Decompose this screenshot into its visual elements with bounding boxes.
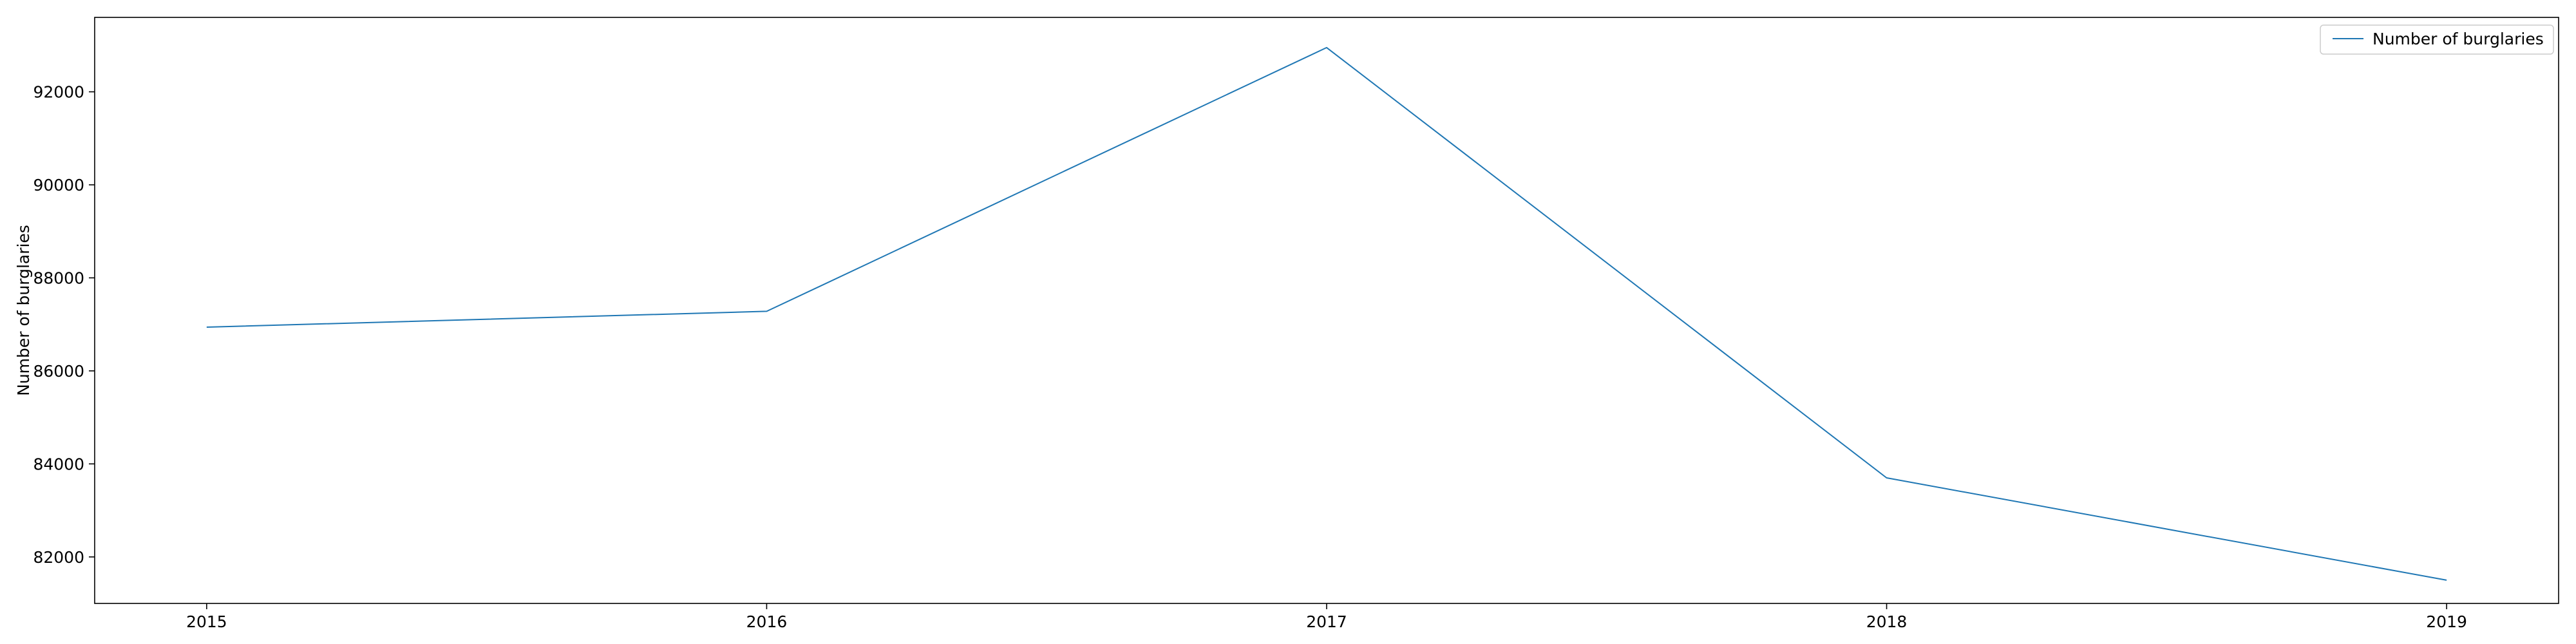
legend: Number of burglaries xyxy=(2320,24,2554,55)
series-line xyxy=(206,46,2447,581)
y-axis: 82000 84000 86000 88000 90000 92000 xyxy=(33,83,95,567)
plot-area xyxy=(94,17,2559,604)
y-tick-label: 88000 xyxy=(33,269,84,287)
legend-label: Number of burglaries xyxy=(2372,30,2544,48)
x-tick-label: 2019 xyxy=(2426,612,2467,631)
series-group xyxy=(206,46,2447,581)
x-axis: 2015 2016 2017 2018 2019 xyxy=(186,603,2467,631)
y-axis-label: Number of burglaries xyxy=(14,225,33,396)
y-tick-label: 84000 xyxy=(33,455,84,473)
x-tick-label: 2016 xyxy=(746,612,788,631)
y-tick-label: 90000 xyxy=(33,176,84,194)
x-tick-label: 2017 xyxy=(1306,612,1347,631)
y-tick-label: 82000 xyxy=(33,548,84,567)
x-tick-label: 2018 xyxy=(1866,612,1908,631)
y-tick-label: 92000 xyxy=(33,83,84,102)
legend-box xyxy=(2320,24,2554,55)
x-tick-label: 2015 xyxy=(186,612,227,631)
y-tick-label: 86000 xyxy=(33,362,84,381)
